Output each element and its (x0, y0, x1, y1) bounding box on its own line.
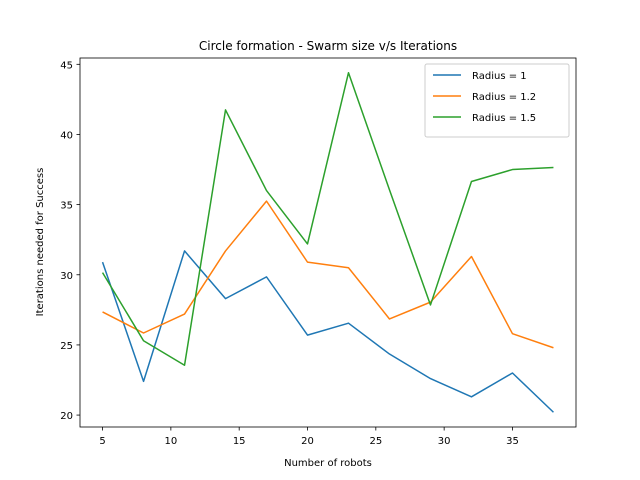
series-line-1 (101, 250, 554, 413)
y-tick-label: 40 (60, 130, 73, 141)
x-axis-label: Number of robots (284, 458, 372, 469)
plot-frame (79, 57, 577, 428)
legend: Radius = 1 Radius = 1.2 Radius = 1.5 (424, 63, 570, 138)
plot-area: 5 10 15 20 25 30 35 20 25 30 35 40 45 (60, 57, 577, 447)
chart-title: Circle formation - Swarm size v/s Iterat… (199, 39, 457, 53)
legend-label: Radius = 1.5 (472, 113, 536, 124)
y-axis-label: Iterations needed for Success (35, 168, 46, 317)
legend-box (424, 63, 570, 138)
y-tick-label: 30 (60, 271, 73, 282)
y-tick-label: 35 (60, 201, 73, 212)
y-tick-label: 25 (60, 341, 73, 352)
legend-label: Radius = 1.2 (472, 92, 536, 103)
series-line-3 (101, 71, 554, 367)
x-tick-label: 15 (233, 436, 246, 447)
x-tick-label: 10 (164, 436, 177, 447)
y-tick-label: 45 (60, 60, 73, 71)
series-line-2 (102, 200, 554, 349)
x-tick-label: 20 (301, 436, 314, 447)
x-tick-label: 35 (506, 436, 519, 447)
x-tick-label: 5 (99, 436, 105, 447)
legend-label: Radius = 1 (472, 71, 527, 82)
x-tick-label: 30 (438, 436, 451, 447)
y-tick-label: 20 (60, 411, 73, 422)
x-tick-label: 25 (369, 436, 382, 447)
